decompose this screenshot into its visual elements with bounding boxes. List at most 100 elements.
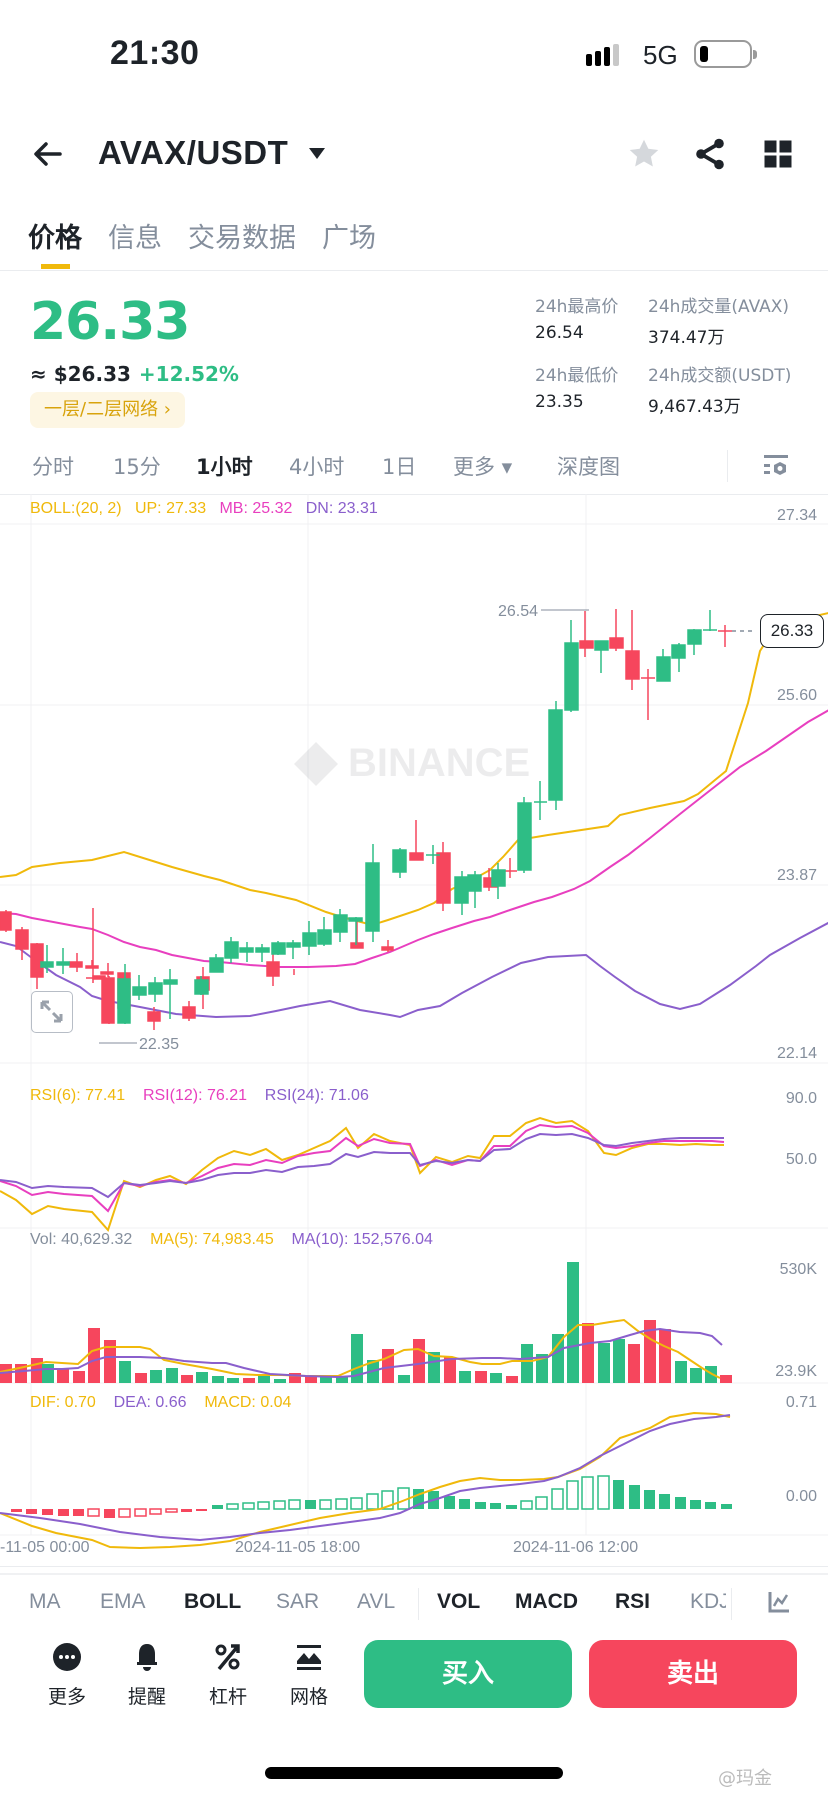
divider: [0, 270, 828, 271]
chart-settings-icon[interactable]: [762, 452, 790, 484]
divider: [0, 494, 828, 495]
x-tick: -11-05 00:00: [0, 1539, 90, 1556]
leverage-icon: [215, 1644, 240, 1671]
vol-ma5: MA(5): 74,983.45: [150, 1231, 274, 1248]
alert-label: 提醒: [127, 1686, 166, 1708]
divider: [0, 1573, 828, 1575]
vol-value: Vol: 40,629.32: [30, 1231, 133, 1248]
alert-button[interactable]: 提醒: [116, 1642, 178, 1709]
tab-price[interactable]: 价格: [28, 223, 82, 254]
back-arrow-icon[interactable]: [30, 136, 66, 172]
buy-button[interactable]: 买入: [364, 1640, 572, 1708]
turnover-value: 9,467.43万: [648, 397, 741, 417]
leverage-button[interactable]: 杠杆: [197, 1642, 259, 1709]
volume-value: 374.47万: [648, 328, 725, 348]
binance-watermark: BINANCE: [348, 741, 530, 785]
tf-more[interactable]: 更多 ▾: [453, 455, 513, 479]
grid-trading-icon: [297, 1645, 321, 1670]
low-label: 24h最低价: [535, 366, 619, 386]
last-price: 26.33: [30, 292, 190, 352]
star-icon[interactable]: [626, 136, 662, 172]
source-watermark: @玛金: [718, 1768, 772, 1789]
indicator-settings-icon[interactable]: [766, 1589, 792, 1619]
indicator-vol[interactable]: VOL: [437, 1590, 481, 1613]
volume-bars: [0, 1262, 732, 1383]
status-time: 21:30: [110, 34, 200, 72]
vol-ma10: MA(10): 152,576.04: [291, 1231, 433, 1248]
divider: [0, 1566, 828, 1567]
caret-down-icon[interactable]: [309, 148, 325, 159]
rsi-legend: RSI(6): 77.41 RSI(12): 76.21 RSI(24): 71…: [30, 1087, 369, 1105]
divider: [731, 1588, 732, 1620]
macd-dif: DIF: 0.70: [30, 1394, 96, 1411]
candles: 26.54 22.35: [0, 603, 755, 1053]
usd-approx: ≈ $26.33: [30, 362, 131, 386]
bell-icon: [137, 1644, 157, 1671]
pair-title[interactable]: AVAX/USDT: [98, 134, 289, 171]
boll-mb: MB: 25.32: [219, 500, 293, 517]
divider: [727, 450, 728, 482]
tf-4h[interactable]: 4小时: [289, 455, 345, 479]
kline-chart[interactable]: BINANCE: [0, 494, 828, 1579]
low-annotation: 22.35: [139, 1036, 179, 1053]
indicator-ema[interactable]: EMA: [100, 1590, 146, 1613]
more-button[interactable]: 更多: [36, 1642, 98, 1709]
indicator-rsi[interactable]: RSI: [615, 1590, 651, 1613]
grid-trading-label: 网格: [289, 1686, 328, 1708]
macd-dea: DEA: 0.66: [113, 1394, 187, 1411]
tab-square[interactable]: 广场: [322, 223, 376, 254]
high-label: 24h最高价: [535, 297, 619, 317]
tab-underline: [41, 264, 70, 269]
more-icon: [53, 1643, 81, 1671]
main-tabs: 价格 信息 交易数据 广场: [28, 216, 402, 255]
indicator-avl[interactable]: AVL: [357, 1590, 396, 1613]
y-tick: 23.9K: [775, 1363, 817, 1380]
indicator-macd[interactable]: MACD: [515, 1590, 578, 1613]
boll-dn: DN: 23.31: [305, 500, 378, 517]
macd-legend: DIF: 0.70 DEA: 0.66 MACD: 0.04: [30, 1394, 291, 1412]
high-annotation: 26.54: [498, 603, 538, 620]
low-value: 23.35: [535, 392, 584, 412]
boll-params: BOLL:(20, 2): [30, 500, 122, 517]
network-type: 5G: [643, 40, 678, 70]
x-tick: 2024-11-06 12:00: [513, 1539, 639, 1556]
rsi24: RSI(24): 71.06: [264, 1087, 369, 1104]
y-tick: 0.00: [785, 1488, 817, 1505]
turnover-label: 24h成交额(USDT): [648, 366, 792, 386]
high-value: 26.54: [535, 323, 584, 343]
grid-trading-button[interactable]: 网格: [278, 1642, 340, 1709]
x-tick: 2024-11-05 18:00: [235, 1539, 361, 1556]
grid-icon[interactable]: [760, 136, 796, 172]
price-change: +12.52%: [138, 362, 239, 386]
y-tick: 90.0: [785, 1090, 817, 1107]
indicator-ma[interactable]: MA: [29, 1590, 61, 1613]
tf-1h[interactable]: 1小时: [196, 455, 253, 479]
y-tick: 22.14: [776, 1045, 817, 1062]
indicator-kdj[interactable]: KDJ: [690, 1590, 726, 1613]
rsi6: RSI(6): 77.41: [30, 1087, 126, 1104]
y-tick: 27.34: [776, 507, 817, 524]
vol-legend: Vol: 40,629.32 MA(5): 74,983.45 MA(10): …: [30, 1231, 433, 1249]
tf-depth[interactable]: 深度图: [557, 455, 620, 479]
y-tick: 23.87: [776, 867, 817, 884]
macd-value: MACD: 0.04: [204, 1394, 292, 1411]
tf-line[interactable]: 分时: [32, 455, 74, 479]
y-tick: 25.60: [776, 687, 817, 704]
leverage-label: 杠杆: [208, 1686, 247, 1708]
y-tick: 0.71: [785, 1394, 817, 1411]
tf-15m[interactable]: 15分: [113, 455, 161, 479]
boll-legend: BOLL:(20, 2) UP: 27.33 MB: 25.32 DN: 23.…: [30, 500, 378, 518]
current-price-tag: 26.33: [760, 614, 824, 648]
home-indicator: [265, 1767, 563, 1779]
tf-1d[interactable]: 1日: [382, 455, 417, 479]
tab-trading-data[interactable]: 交易数据: [188, 223, 296, 254]
network-badge[interactable]: 一层/二层网络 ›: [30, 392, 185, 428]
rsi12: RSI(12): 76.21: [142, 1087, 247, 1104]
indicator-boll[interactable]: BOLL: [184, 1590, 242, 1613]
tab-info[interactable]: 信息: [108, 223, 162, 254]
boll-up: UP: 27.33: [134, 500, 207, 517]
indicator-sar[interactable]: SAR: [276, 1590, 320, 1613]
share-icon[interactable]: [692, 136, 728, 172]
expand-chart-button[interactable]: [31, 991, 73, 1033]
sell-button[interactable]: 卖出: [589, 1640, 797, 1708]
